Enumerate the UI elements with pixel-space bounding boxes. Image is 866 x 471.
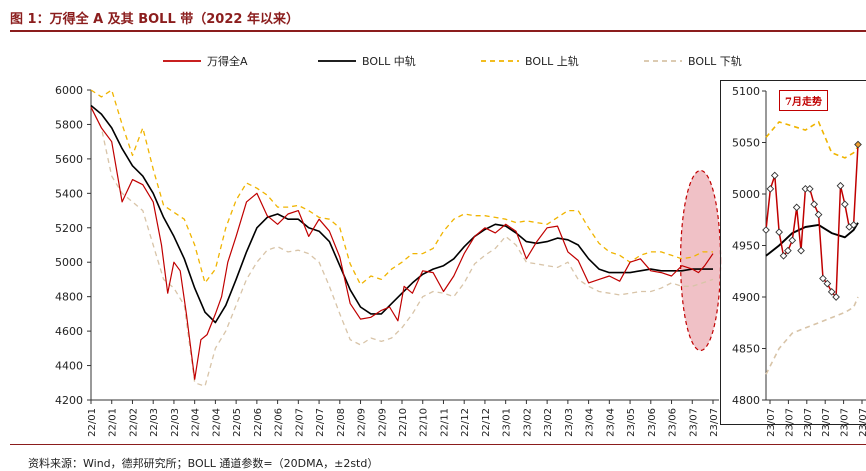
inset-point-14 [823, 279, 832, 288]
inset-point-6 [788, 236, 797, 245]
main-series-1 [90, 104, 713, 324]
inset-point-7 [792, 203, 801, 212]
main-ytick-label-3: 4800 [55, 291, 83, 304]
main-series-3 [90, 106, 714, 387]
inset-point-15 [827, 288, 836, 296]
inset-xtick-label-2: 23/07 [803, 408, 814, 437]
legend-label-1: BOLL 中轨 [362, 54, 416, 68]
inset-point-3 [775, 228, 783, 236]
main-xtick-label-14: 22/09 [377, 408, 388, 437]
inset-ytick-label-3: 4950 [732, 240, 760, 253]
main-xtick-label-1: 22/01 [108, 408, 119, 437]
main-xtick-label-23: 23/03 [564, 408, 575, 437]
inset-ytick-label-2: 4900 [732, 291, 760, 304]
main-xtick-label-3: 22/03 [149, 408, 160, 437]
inset-xtick-label-3: 23/07 [821, 408, 832, 437]
inset-ytick-label-0: 4800 [732, 394, 760, 407]
main-xtick-label-20: 23/01 [502, 408, 513, 437]
main-xtick-label-12: 22/08 [336, 408, 347, 437]
main-xtick-label-17: 22/11 [439, 408, 450, 437]
inset-title: 7月走势 [779, 90, 828, 111]
inset-xtick-label-5: 23/07 [858, 408, 866, 437]
main-ytick-label-4: 5000 [55, 256, 83, 269]
inset-frame [720, 80, 866, 425]
main-xtick-label-4: 22/03 [170, 408, 181, 437]
main-xtick-label-25: 23/04 [605, 408, 616, 437]
inset-xtick-label-4: 23/07 [840, 408, 851, 437]
inset-ytick-label-4: 5000 [732, 188, 760, 201]
inset-point-2 [770, 171, 779, 180]
inset-point-5 [784, 246, 792, 255]
main-xtick-label-11: 22/07 [315, 408, 326, 437]
inset-point-21 [854, 140, 862, 149]
main-ytick-label-7: 5600 [55, 153, 83, 166]
highlight-ellipse [679, 169, 722, 352]
main-xtick-label-27: 23/06 [647, 408, 658, 437]
inset-ytick-label-6: 5100 [732, 85, 760, 98]
inset-xtick-label-1: 23/07 [784, 408, 795, 437]
title-rule [10, 30, 866, 32]
inset-point-8 [797, 246, 805, 255]
legend-label-3: BOLL 下轨 [688, 54, 742, 68]
legend-label-0: 万得全A [207, 54, 248, 68]
inset-ytick-label-5: 5050 [732, 137, 760, 150]
inset-xtick-label-0: 23/07 [766, 408, 777, 437]
main-xtick-label-7: 22/05 [232, 408, 243, 437]
main-ytick-label-0: 4200 [55, 394, 83, 407]
main-xtick-label-13: 22/09 [357, 408, 368, 437]
inset-point-17 [836, 181, 845, 190]
main-xtick-label-15: 22/10 [398, 408, 409, 437]
main-ytick-label-5: 5200 [55, 222, 83, 235]
main-xtick-label-10: 22/07 [294, 408, 305, 437]
main-xtick-label-0: 22/01 [87, 408, 98, 437]
inset-point-11 [810, 200, 819, 209]
main-xtick-label-30: 23/07 [709, 408, 720, 437]
main-ytick-label-1: 4400 [55, 360, 83, 373]
main-xtick-label-2: 22/02 [128, 408, 139, 437]
main-xtick-label-18: 22/12 [460, 408, 471, 437]
main-xtick-label-26: 23/05 [626, 408, 637, 437]
main-xtick-label-28: 23/06 [668, 408, 679, 437]
main-xtick-label-8: 22/06 [253, 408, 264, 437]
inset-series-2 [765, 121, 859, 159]
inset-point-10 [805, 185, 814, 193]
main-xtick-label-16: 22/10 [419, 408, 430, 437]
inset-point-0 [762, 226, 770, 234]
main-xtick-label-21: 23/02 [522, 408, 533, 437]
main-series-2 [90, 89, 713, 286]
main-xtick-label-6: 22/04 [211, 408, 222, 437]
main-xtick-label-5: 22/04 [191, 408, 202, 437]
main-ytick-label-2: 4600 [55, 325, 83, 338]
main-xtick-label-24: 23/04 [585, 408, 596, 437]
inset-series-3 [765, 296, 859, 375]
legend-label-2: BOLL 上轨 [525, 54, 579, 68]
inset-point-16 [832, 293, 840, 301]
main-xtick-label-22: 23/02 [543, 408, 554, 437]
main-xtick-label-29: 23/07 [688, 408, 699, 437]
inset-point-1 [766, 185, 775, 193]
inset-point-13 [819, 274, 827, 283]
main-series-0 [90, 106, 714, 380]
bottom-rule [10, 444, 866, 445]
main-ytick-label-8: 5800 [55, 118, 83, 131]
main-ytick-label-6: 5400 [55, 187, 83, 200]
main-xtick-label-9: 22/06 [274, 408, 285, 437]
source-note: 资料来源：Wind，德邦研究所；BOLL 通道参数=（20DMA，±2std） [28, 457, 379, 470]
inset-ytick-label-1: 4850 [732, 343, 760, 356]
inset-point-18 [841, 200, 849, 209]
inset-point-20 [849, 221, 858, 229]
inset-point-12 [814, 210, 823, 219]
inset-point-4 [779, 251, 788, 260]
main-ytick-label-9: 6000 [55, 84, 83, 97]
main-xtick-label-19: 22/12 [481, 408, 492, 437]
inset-series-0 [765, 144, 859, 298]
figure-title: 图 1：万得全 A 及其 BOLL 带（2022 年以来） [10, 12, 299, 27]
